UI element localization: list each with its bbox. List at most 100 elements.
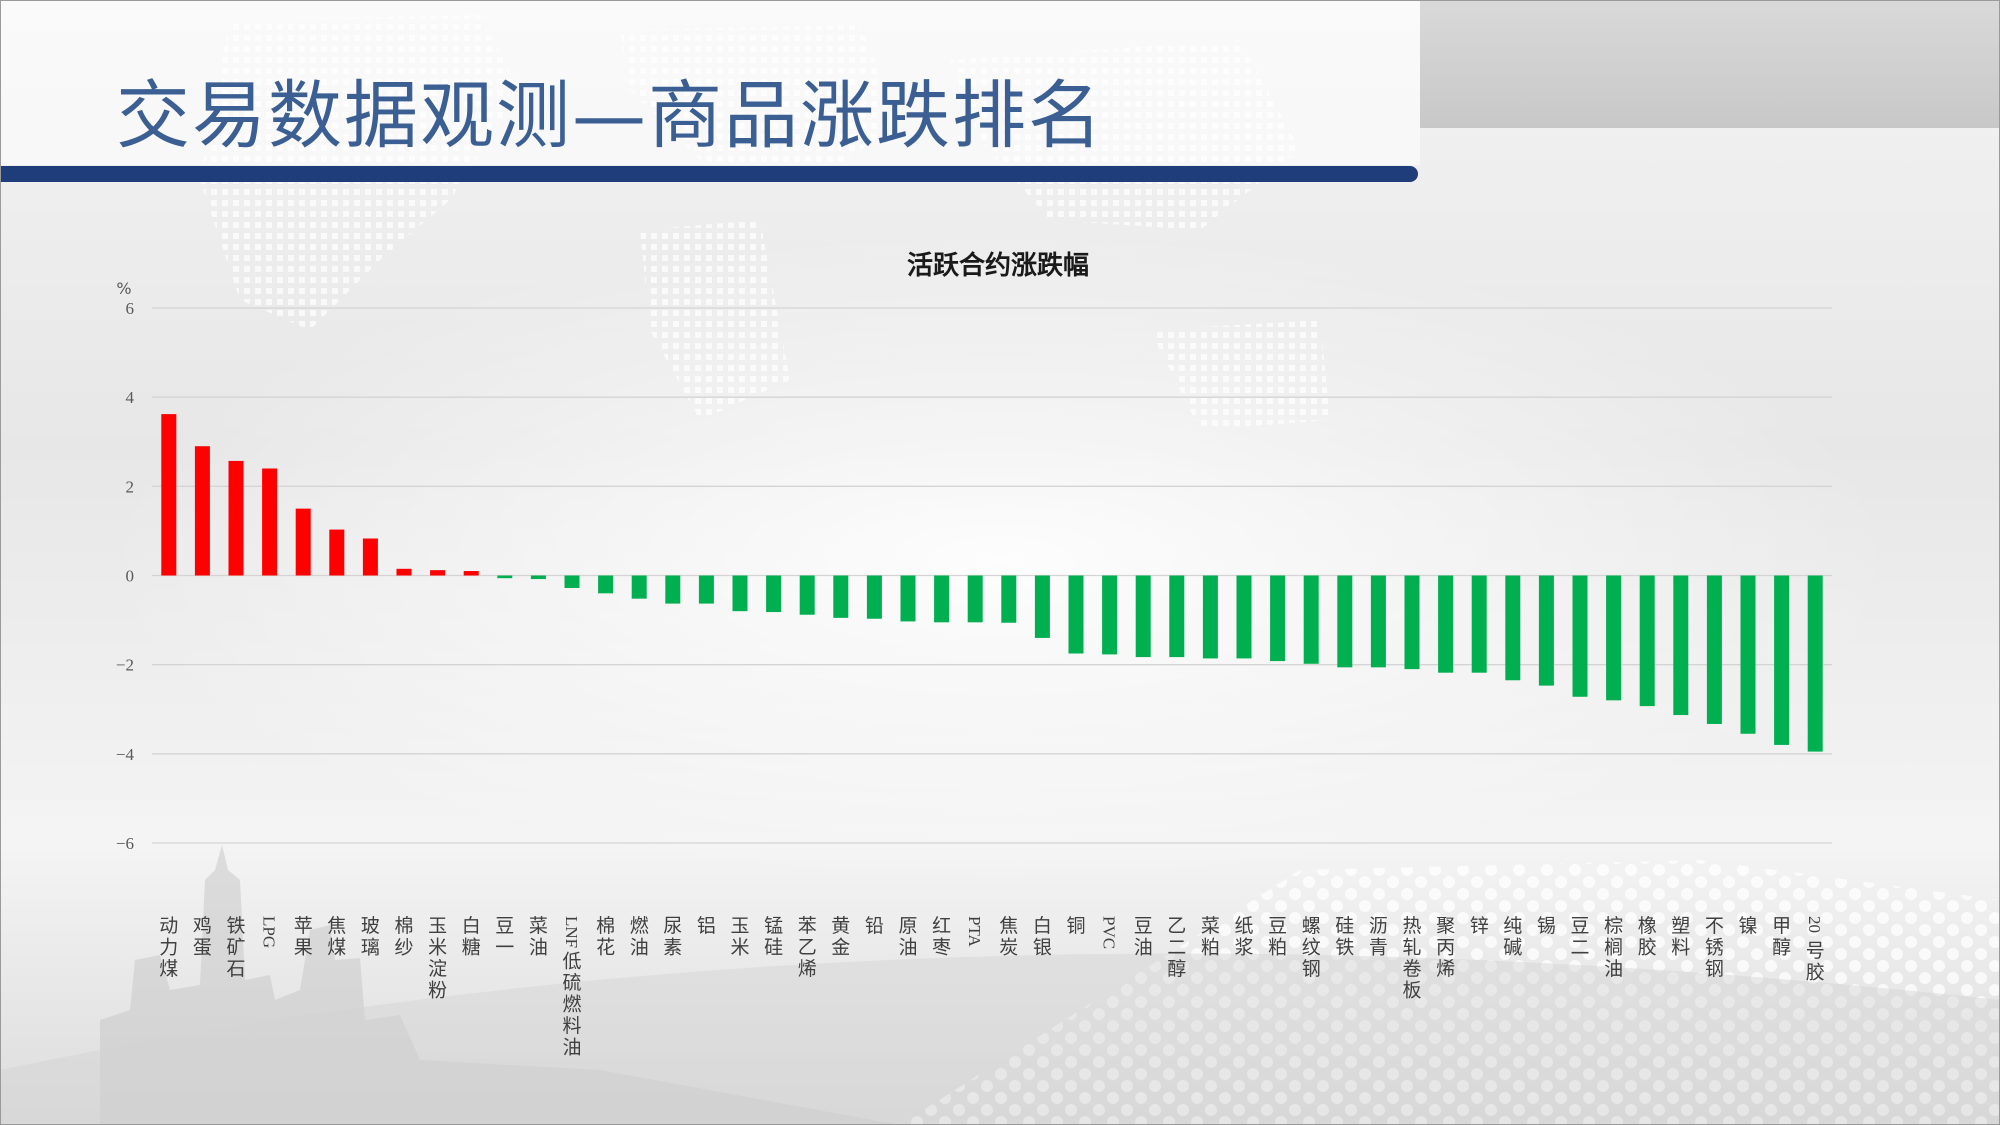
x-tick-label: 沥青	[1369, 915, 1388, 959]
svg-text:动力煤: 动力煤	[159, 915, 178, 980]
bar	[1102, 575, 1118, 655]
x-tick-label: 甲醇	[1772, 915, 1791, 959]
bar	[732, 575, 748, 612]
y-axis-unit-label: %	[116, 279, 131, 298]
bar	[799, 575, 815, 615]
x-tick-label: 不锈钢	[1705, 915, 1724, 980]
background-glow	[100, 230, 1900, 890]
x-tick-label: PVC	[1100, 916, 1119, 949]
svg-text:白银: 白银	[1033, 915, 1052, 959]
bar	[1606, 575, 1622, 701]
title-band-right	[1420, 0, 2000, 128]
bar	[1538, 575, 1554, 686]
svg-text:PTA: PTA	[965, 916, 984, 947]
chart-title: 活跃合约涨跌幅	[907, 250, 1089, 281]
bar	[564, 575, 580, 588]
svg-text:甲醇: 甲醇	[1772, 915, 1791, 959]
svg-text:豆油: 豆油	[1134, 915, 1153, 959]
y-axis-ticks: 6 4 2 0 −2 −4 −6	[116, 299, 135, 853]
x-tick-label: 聚丙烯	[1436, 915, 1455, 980]
hex-grid	[900, 860, 2000, 1125]
svg-text:沥青: 沥青	[1369, 915, 1388, 959]
bar	[766, 575, 782, 613]
y-tick-label: −2	[116, 656, 134, 675]
bar	[665, 575, 681, 604]
bar	[1572, 575, 1588, 697]
x-tick-label: 纸浆	[1234, 915, 1253, 959]
svg-text:镍: 镍	[1738, 915, 1757, 937]
svg-text:菜油: 菜油	[529, 915, 548, 959]
bar	[1774, 575, 1790, 745]
title-rule-bar	[0, 166, 1418, 182]
y-tick-label: 4	[126, 388, 135, 407]
x-tick-label: 玻璃	[361, 915, 380, 959]
bar	[1370, 575, 1386, 668]
x-tick-label: 硅铁	[1335, 915, 1354, 959]
svg-text:螺纹钢: 螺纹钢	[1302, 915, 1321, 980]
bar	[1438, 575, 1454, 673]
x-tick-label: 苯乙烯	[798, 915, 817, 980]
bar	[967, 575, 983, 623]
svg-text:铜: 铜	[1066, 915, 1085, 937]
y-tick-label: −4	[116, 745, 135, 764]
svg-text:鸡蛋: 鸡蛋	[193, 915, 212, 959]
x-tick-label: 锰硅	[764, 915, 783, 959]
x-tick-label: LPG	[260, 916, 279, 948]
bar	[1270, 575, 1286, 662]
x-tick-label: 热轧卷板	[1402, 915, 1421, 1002]
x-tick-label: 乙二醇	[1167, 915, 1186, 980]
svg-text:苯乙烯: 苯乙烯	[798, 915, 817, 980]
bar	[362, 538, 378, 576]
bar	[1740, 575, 1756, 734]
page-title: 交易数据观测—商品涨跌排名	[116, 73, 1104, 159]
bar	[1034, 575, 1050, 638]
y-tick-label: −6	[116, 834, 134, 853]
x-tick-label: 锡	[1537, 915, 1556, 937]
x-tick-label: 白银	[1033, 915, 1052, 959]
bar	[497, 575, 513, 579]
svg-text:豆二: 豆二	[1570, 915, 1589, 959]
x-tick-label: 豆二	[1570, 915, 1589, 959]
svg-text:锡: 锡	[1537, 915, 1556, 937]
bar	[1807, 575, 1823, 752]
x-tick-label: 苹果	[294, 915, 313, 959]
x-tick-label: 锌	[1470, 915, 1489, 937]
x-tick-label: 铜	[1066, 915, 1085, 937]
x-tick-label: LNF 低硫燃料油	[562, 916, 582, 1059]
bar	[1001, 575, 1017, 623]
bar	[1404, 575, 1420, 670]
svg-text:棉纱: 棉纱	[394, 915, 413, 959]
bar	[463, 571, 479, 576]
svg-text:菜粕: 菜粕	[1201, 915, 1220, 959]
x-tick-label: 橡胶	[1638, 915, 1657, 959]
svg-text:黄金: 黄金	[831, 915, 850, 959]
bar	[1706, 575, 1722, 724]
x-tick-label: PTA	[965, 916, 984, 947]
floor-sweep	[0, 953, 2000, 1125]
x-tick-label: 玉米淀粉	[428, 915, 447, 1002]
bar	[1337, 575, 1353, 668]
bar	[1471, 575, 1487, 673]
bar	[262, 468, 278, 576]
bar	[833, 575, 849, 618]
svg-text:不锈钢: 不锈钢	[1705, 915, 1724, 980]
x-tick-label: 红枣	[932, 915, 951, 959]
svg-text:塑料: 塑料	[1671, 915, 1690, 959]
svg-text:20: 20	[1805, 916, 1824, 933]
svg-text:号胶: 号胶	[1806, 940, 1825, 984]
bar	[228, 460, 244, 576]
x-tick-label: 黄金	[831, 915, 850, 959]
x-tick-label: 白糖	[462, 915, 481, 959]
bar	[934, 575, 950, 623]
x-tick-label: 焦炭	[999, 915, 1018, 959]
svg-text:玉米淀粉: 玉米淀粉	[428, 915, 447, 1002]
svg-text:LNF: LNF	[562, 916, 581, 948]
svg-text:铅: 铅	[865, 915, 884, 937]
svg-text:红枣: 红枣	[932, 915, 951, 959]
bar	[1202, 575, 1218, 659]
bar	[194, 446, 210, 576]
y-tick-label: 0	[126, 567, 135, 586]
x-tick-label: 纯碱	[1503, 915, 1522, 959]
x-tick-label: 铅	[865, 915, 884, 937]
